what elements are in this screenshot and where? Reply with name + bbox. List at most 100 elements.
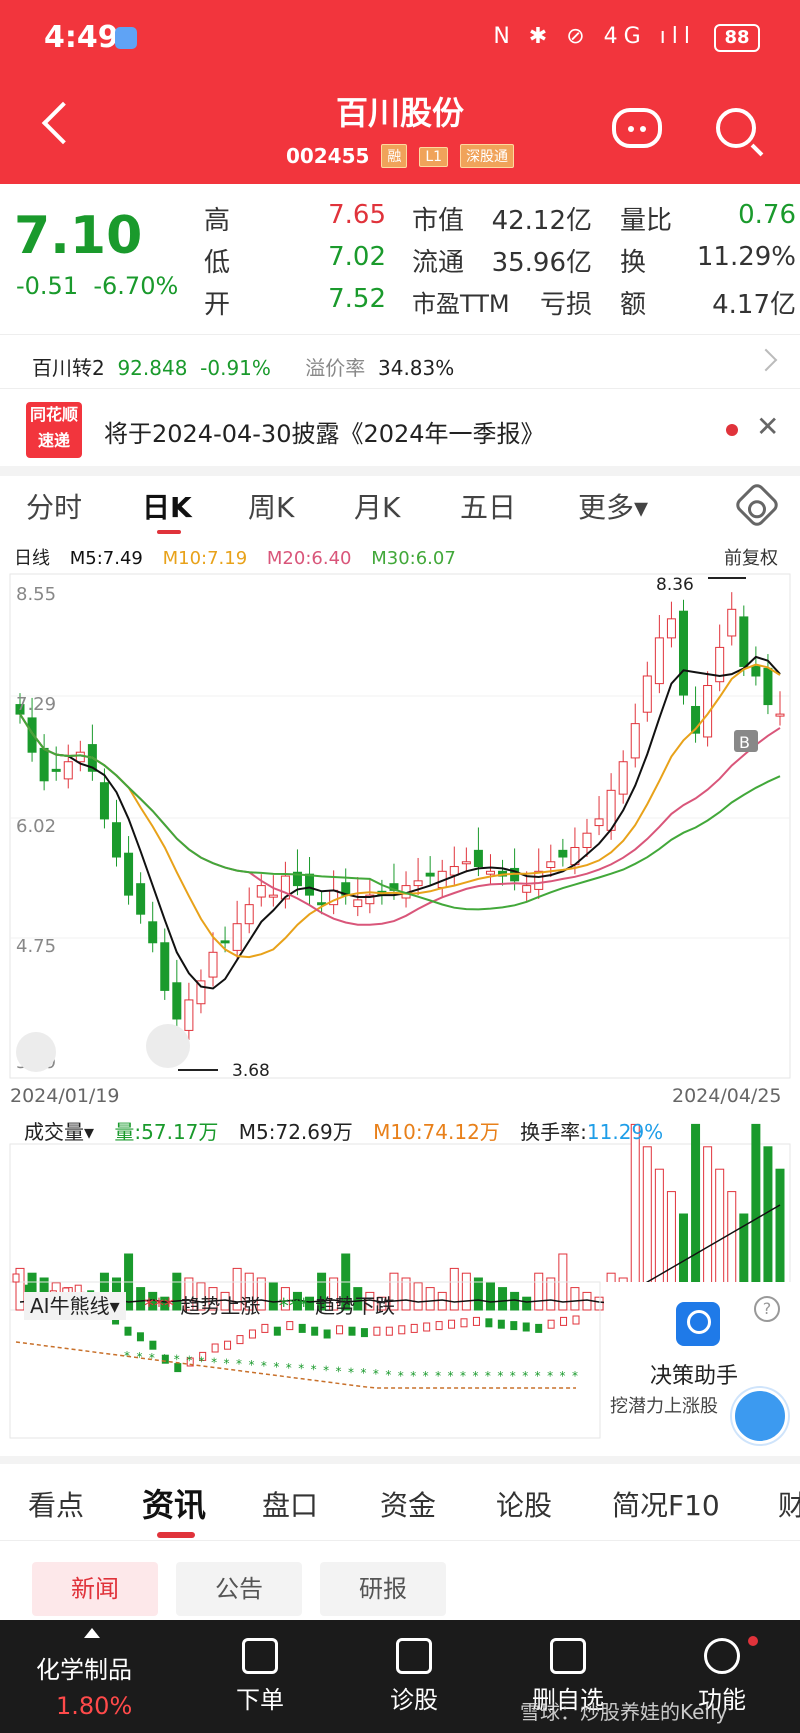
kline-candles (15, 592, 785, 1040)
ai-candle (560, 1316, 568, 1326)
industry-name[interactable]: 化学制品 (36, 1656, 132, 1684)
ai-trend-mark: * (286, 1361, 292, 1375)
float-value: 35.96亿 (491, 248, 592, 278)
tab-monthly-k[interactable]: 月K (354, 491, 401, 524)
candle-body (112, 822, 122, 858)
buy-marker (734, 730, 758, 752)
ai-trend-mark: * (510, 1369, 516, 1383)
candle-body (365, 894, 375, 905)
volume-bar (425, 1287, 435, 1311)
search-icon[interactable] (716, 108, 756, 148)
decision-assistant-card[interactable]: ? 决策助手 挖潜力上涨股 (604, 1282, 800, 1444)
vol-m5: M5:72.69万 (238, 1120, 353, 1144)
price-change: -0.51 -6.70% (16, 272, 178, 300)
candle-body (136, 883, 146, 915)
tab-profile-f10[interactable]: 简况F10 (612, 1489, 720, 1522)
ai-trend-mark: * (385, 1368, 391, 1382)
candle-body (594, 818, 604, 827)
ai-trend-mark: * (211, 1355, 217, 1369)
candle-body (172, 982, 182, 1020)
lightbulb-icon[interactable] (732, 1388, 788, 1444)
tab-forum[interactable]: 论股 (496, 1489, 553, 1522)
ths-express-logo: 同花顺 速递 (26, 402, 82, 458)
mcap-label: 市值 (412, 206, 465, 236)
divider (0, 1540, 800, 1541)
kline-chart[interactable]: 8.55 7.29 6.02 4.75 3.49 8.36 3.68 B 202… (0, 566, 800, 1446)
turnover-rate-value: 11.29% (586, 1120, 664, 1144)
volume-indicator-select[interactable]: 成交量▾ (24, 1120, 95, 1144)
candle-body (666, 618, 676, 639)
candle-body (425, 872, 435, 877)
functions-icon (704, 1638, 740, 1674)
close-icon[interactable]: ✕ (756, 410, 780, 443)
tab-weekly-k[interactable]: 周K (248, 491, 295, 524)
tab-more[interactable]: 更多▾ (578, 491, 649, 524)
pill-research[interactable]: 研报 (320, 1562, 446, 1616)
tab-capital[interactable]: 资金 (380, 1489, 437, 1522)
chart-settings-icon[interactable] (732, 480, 782, 530)
remove-watchlist-button[interactable]: 删自选 (508, 1638, 628, 1715)
volume-bar (317, 1272, 327, 1311)
chevron-right-icon[interactable] (754, 348, 778, 372)
functions-button[interactable]: 功能 (662, 1638, 782, 1715)
stock-name: 百川股份 (335, 94, 464, 132)
help-icon[interactable]: ? (754, 1296, 780, 1322)
order-icon (242, 1638, 278, 1674)
ai-trend-mark: * (398, 1369, 404, 1383)
ai-candle (535, 1323, 543, 1333)
ai-indicator-select[interactable]: AI牛熊线▾ (24, 1292, 126, 1320)
ai-candle (273, 1326, 281, 1336)
y-tick-label: 6.02 (16, 816, 56, 837)
ai-candle (286, 1321, 294, 1331)
convertible-bond-row[interactable]: 百川转2 92.848 -0.91% 溢价率 34.83% (32, 352, 454, 381)
volume-bar (473, 1277, 483, 1311)
logo-line1: 同花顺 (29, 405, 78, 424)
candle-body (27, 717, 37, 753)
ai-candle (360, 1328, 368, 1338)
ai-trend-mark: * (186, 1354, 192, 1368)
open-label: 开 (204, 290, 231, 320)
ai-candle (435, 1321, 443, 1331)
candle-body (654, 637, 664, 685)
ai-candle (161, 1354, 169, 1364)
candle-body (630, 723, 640, 759)
tab-five-day[interactable]: 五日 (460, 491, 517, 524)
tab-order-book[interactable]: 盘口 (262, 1489, 319, 1522)
ai-candle (311, 1326, 319, 1336)
ai-candle (211, 1343, 219, 1353)
tab-finance[interactable]: 财 (778, 1489, 800, 1522)
divider (0, 334, 800, 335)
cb-change: -0.91% (200, 356, 271, 380)
message-icon (115, 27, 137, 49)
ai-candle (497, 1319, 505, 1329)
section-gap (0, 466, 800, 476)
ai-candle (348, 1326, 356, 1336)
tab-news-info[interactable]: 资讯 (142, 1486, 207, 1524)
pill-news[interactable]: 新闻 (32, 1562, 158, 1616)
tab-intraday[interactable]: 分时 (26, 491, 83, 524)
candle-body (727, 608, 737, 637)
candle-body (558, 849, 568, 858)
volume-legend: 成交量▾ 量:57.17万 M5:72.69万 M10:74.12万 换手率:1… (24, 1116, 677, 1145)
tab-highlights[interactable]: 看点 (28, 1489, 85, 1522)
notice-text[interactable]: 将于2024-04-30披露《2024年一季报》 (104, 420, 545, 448)
volume-bar (244, 1272, 254, 1311)
order-button[interactable]: 下单 (200, 1638, 320, 1715)
adjust-mode[interactable]: 前复权 (724, 548, 778, 569)
ai-trend-mark: * (423, 1369, 429, 1383)
pill-announcements[interactable]: 公告 (176, 1562, 302, 1616)
ai-trend-mark: * (348, 1365, 354, 1379)
diagnose-button[interactable]: 诊股 (354, 1638, 474, 1715)
candle-body (715, 646, 725, 683)
ai-trend-mark: * (472, 1369, 478, 1383)
ai-candle (12, 1273, 20, 1283)
ai-trend-mark: * (497, 1369, 503, 1383)
ai-candle (336, 1325, 344, 1335)
date-end: 2024/04/25 (672, 1085, 782, 1107)
tab-daily-k[interactable]: 日K (142, 491, 192, 524)
ai-trend-mark: * (236, 1357, 242, 1371)
expand-left-icon (16, 1032, 56, 1072)
volume-ma-lines (19, 1204, 781, 1304)
robot-assistant-icon[interactable] (612, 108, 662, 148)
volume-bar (172, 1272, 182, 1311)
